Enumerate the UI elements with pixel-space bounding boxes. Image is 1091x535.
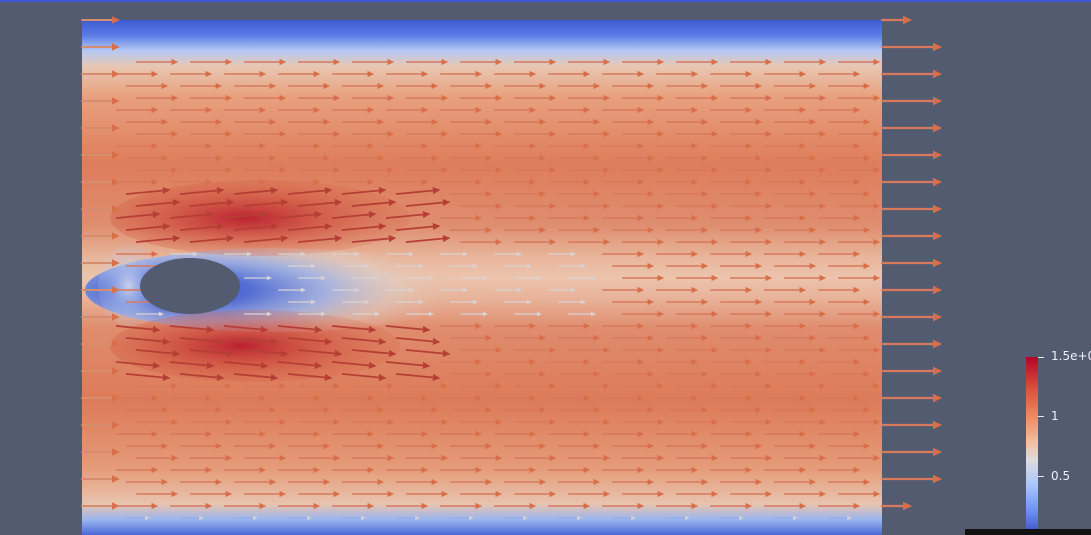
shear-arrow-glyph xyxy=(277,210,323,219)
shear-arrow-glyph xyxy=(243,198,289,207)
colorbar-low-tick xyxy=(1038,476,1044,477)
bottom-edge-strip xyxy=(965,529,1091,535)
shear-arrow-glyph xyxy=(341,222,387,231)
colorbar-max-tick xyxy=(1038,357,1044,358)
shear-arrow-glyph xyxy=(189,234,235,243)
colorbar-mid-tick xyxy=(1038,416,1044,417)
colorbar-mid-label: 1 xyxy=(1051,409,1059,423)
shear-arrow-glyph xyxy=(223,210,269,219)
colorbar-low-label: 0.5 xyxy=(1051,469,1071,483)
shear-arrow-glyph xyxy=(115,210,161,219)
shear-arrow-glyph xyxy=(405,198,451,207)
shear-arrow-glyph xyxy=(385,361,431,370)
shear-arrow-glyph xyxy=(287,337,333,346)
shear-arrow-glyph xyxy=(179,186,225,195)
shear-arrow-glyph xyxy=(223,361,269,370)
shear-arrow-glyph xyxy=(233,373,279,382)
shear-arrow-glyph xyxy=(405,349,451,358)
shear-arrow-glyph xyxy=(179,337,225,346)
shear-arrow-glyph xyxy=(287,373,333,382)
colorbar-max-label: 1.5e+0 xyxy=(1051,349,1091,363)
shear-arrow-glyph xyxy=(385,210,431,219)
shear-arrow-glyph xyxy=(125,337,171,346)
shear-arrow-glyph xyxy=(189,198,235,207)
shear-arrow-glyph xyxy=(351,198,397,207)
shear-arrow-glyph xyxy=(297,234,343,243)
shear-arrow-glyph xyxy=(331,210,377,219)
shear-arrow-glyph xyxy=(135,198,181,207)
shear-arrow-glyph xyxy=(169,210,215,219)
ellipse-obstacle-icon xyxy=(140,258,240,314)
shear-arrow-glyph xyxy=(297,198,343,207)
shear-arrow-glyph xyxy=(395,337,441,346)
shear-arrow-glyph xyxy=(179,373,225,382)
shear-arrow-glyph xyxy=(125,222,171,231)
lower-shear-layer xyxy=(110,310,400,382)
shear-arrow-glyph xyxy=(341,373,387,382)
viewport-top-border xyxy=(0,0,1091,2)
shear-arrow-glyph xyxy=(233,337,279,346)
shear-arrow-glyph xyxy=(179,222,225,231)
shear-arrow-glyph xyxy=(115,325,161,334)
shear-arrow-glyph xyxy=(287,186,333,195)
shear-arrow-glyph xyxy=(341,337,387,346)
shear-arrow-glyph xyxy=(331,361,377,370)
shear-arrow-glyph xyxy=(331,325,377,334)
shear-arrow-glyph xyxy=(233,222,279,231)
shear-arrow-glyph xyxy=(243,349,289,358)
shear-arrow-glyph xyxy=(169,325,215,334)
shear-arrow-glyph xyxy=(223,325,269,334)
shear-arrow-glyph xyxy=(297,349,343,358)
shear-arrow-glyph xyxy=(115,361,161,370)
shear-arrow-glyph xyxy=(395,373,441,382)
shear-arrow-glyph xyxy=(405,234,451,243)
velocity-arrow-glyphs xyxy=(81,15,942,521)
shear-arrow-glyph xyxy=(233,186,279,195)
shear-arrow-glyph xyxy=(189,349,235,358)
shear-arrow-glyph xyxy=(287,222,333,231)
shear-arrow-glyph xyxy=(277,361,323,370)
shear-arrow-glyph xyxy=(341,186,387,195)
shear-arrow-glyph xyxy=(125,186,171,195)
shear-arrow-glyph xyxy=(243,234,289,243)
shear-arrow-glyph xyxy=(135,349,181,358)
shear-arrow-glyph xyxy=(351,234,397,243)
shear-arrow-glyph xyxy=(169,361,215,370)
shear-arrow-glyph xyxy=(351,349,397,358)
scalar-colorbar[interactable] xyxy=(1026,357,1038,535)
shear-arrow-glyph xyxy=(385,325,431,334)
shear-arrow-glyph xyxy=(135,234,181,243)
shear-arrow-glyph xyxy=(395,222,441,231)
shear-arrow-glyph xyxy=(395,186,441,195)
shear-arrow-glyph xyxy=(277,325,323,334)
shear-arrow-glyph xyxy=(125,373,171,382)
